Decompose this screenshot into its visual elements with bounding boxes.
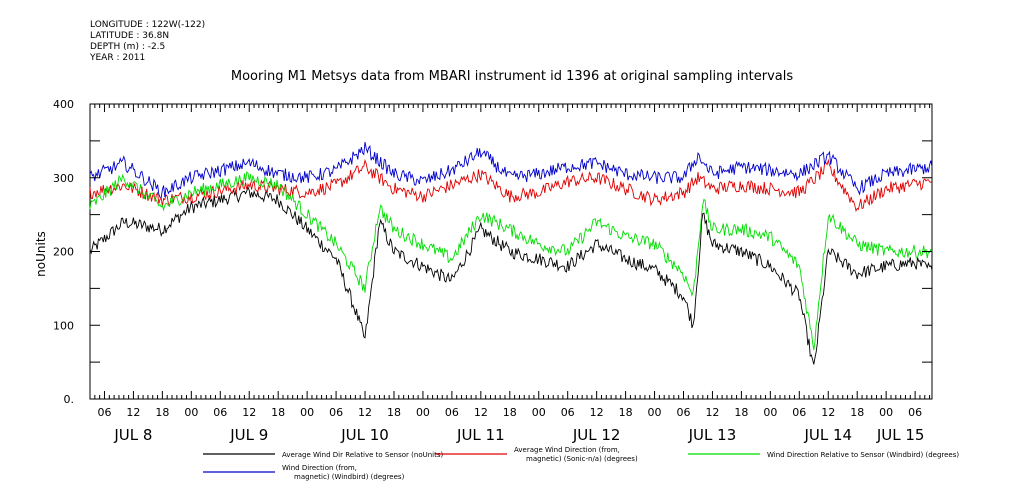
x-day-label: JUL 9: [229, 426, 268, 444]
x-day-label: JUL 15: [876, 426, 925, 444]
x-hour-label: 00: [416, 406, 430, 419]
metadata-block: LONGITUDE : 122W(-122) LATITUDE : 36.8N …: [90, 20, 205, 64]
series-line-4: [89, 142, 933, 198]
x-hour-label: 06: [792, 406, 806, 419]
x-hour-label: 06: [213, 406, 227, 419]
x-hour-label: 00: [184, 406, 198, 419]
latitude-text: LATITUDE : 36.8N: [90, 31, 170, 41]
x-hour-label: 12: [358, 406, 372, 419]
y-tick-label: 200: [53, 246, 74, 259]
plot-frame: [89, 103, 933, 400]
x-hour-label: 12: [474, 406, 488, 419]
x-hour-label: 18: [850, 406, 864, 419]
year-text: YEAR : 2011: [90, 53, 146, 63]
series-line-3: [89, 171, 933, 351]
x-hour-label: 18: [387, 406, 401, 419]
x-hour-label: 00: [763, 406, 777, 419]
x-hour-label: 06: [561, 406, 575, 419]
series-line-2: [89, 158, 933, 213]
tick-layer: [89, 103, 932, 400]
x-hour-label: 18: [503, 406, 517, 419]
x-hour-label: 18: [271, 406, 285, 419]
legend-label-1: Average Wind Dir Relative to Sensor (noU…: [282, 451, 443, 459]
x-day-label: JUL 11: [456, 426, 505, 444]
x-hour-label: 06: [97, 406, 111, 419]
series-line-1: [89, 186, 933, 365]
y-tick-label: 400: [53, 98, 74, 111]
x-hour-label: 06: [445, 406, 459, 419]
x-hour-label: 12: [242, 406, 256, 419]
x-hour-label: 18: [734, 406, 748, 419]
x-hour-label: 00: [879, 406, 893, 419]
y-tick-label: 0.: [64, 393, 75, 406]
legend-label-2-line2: magnetic) (Sonic-n/a) (degrees): [526, 455, 638, 463]
legend-label-4: Wind Direction (from,: [282, 464, 357, 472]
x-hour-label: 12: [821, 406, 835, 419]
x-hour-label: 12: [590, 406, 604, 419]
x-hour-label: 18: [619, 406, 633, 419]
legend-label-4-line2: magnetic) (Windbird) (degrees): [294, 473, 405, 481]
y-tick-label: 300: [53, 172, 74, 185]
longitude-text: LONGITUDE : 122W(-122): [90, 20, 206, 30]
x-hour-label: 06: [677, 406, 691, 419]
x-hour-label: 00: [300, 406, 314, 419]
x-hour-label: 12: [705, 406, 719, 419]
x-day-label: JUL 14: [803, 426, 852, 444]
x-hour-label: 12: [126, 406, 140, 419]
x-day-label: JUL 12: [572, 426, 621, 444]
legend-label-2: Average Wind Direction (from,: [514, 446, 620, 454]
series-layer: [89, 142, 933, 365]
x-hour-label: 00: [648, 406, 662, 419]
x-hour-label: 00: [532, 406, 546, 419]
tick-label-layer: 06 12 18 00 06 12 18 00 06 12 18 00 06 12 18 00 06 12 18 00…: [53, 98, 924, 444]
x-hour-label: 06: [329, 406, 343, 419]
chart-title: Mooring M1 Metsys data from MBARI instru…: [231, 69, 793, 84]
legend-label-3: Wind Direction Relative to Sensor (Windb…: [767, 451, 959, 459]
y-axis-label: noUnits: [34, 231, 48, 277]
x-day-label: JUL 10: [340, 426, 389, 444]
legend: Average Wind Dir Relative to Sensor (noU…: [203, 446, 959, 481]
x-hour-label: 18: [155, 406, 169, 419]
x-hour-label: 06: [908, 406, 922, 419]
y-tick-label: 100: [53, 319, 74, 332]
depth-text: DEPTH (m) : -2.5: [90, 42, 166, 52]
x-day-label: JUL 13: [688, 426, 737, 444]
x-day-label: JUL 8: [113, 426, 152, 444]
